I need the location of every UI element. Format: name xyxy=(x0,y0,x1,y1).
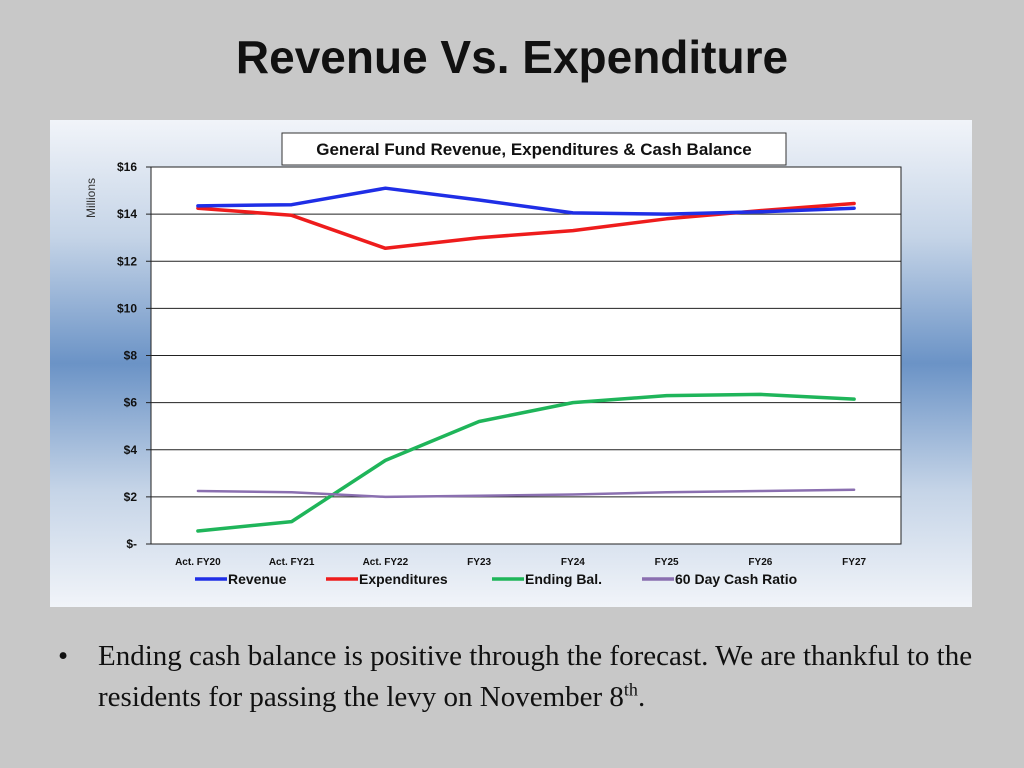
chart-title: General Fund Revenue, Expenditures & Cas… xyxy=(316,140,752,159)
y-tick-labels: $- $2 $4 $6 $8 $10 $12 $14 $16 xyxy=(117,160,137,551)
gridlines xyxy=(146,166,901,545)
legend-item: 60 Day Cash Ratio xyxy=(642,571,797,587)
slide-title: Revenue Vs. Expenditure xyxy=(235,31,789,83)
x-tick-label: Act. FY22 xyxy=(363,557,409,568)
y-tick-label: $4 xyxy=(124,443,138,457)
legend-item: Ending Bal. xyxy=(492,571,602,587)
legend-item: Expenditures xyxy=(326,571,448,587)
y-tick-label: $8 xyxy=(124,349,138,363)
y-tick-label: $12 xyxy=(117,254,137,268)
bullet-point: • Ending cash balance is positive throug… xyxy=(58,636,978,718)
x-tick-label: FY23 xyxy=(467,557,491,568)
bullet-marker: • xyxy=(58,640,69,672)
y-tick-label: $2 xyxy=(124,490,138,504)
x-tick-label: Act. FY21 xyxy=(269,557,315,568)
bullet-main-text: Ending cash balance is positive through … xyxy=(98,640,973,713)
chart-title-box: General Fund Revenue, Expenditures & Cas… xyxy=(281,132,787,166)
y-tick-label: $6 xyxy=(124,396,138,410)
y-tick-label: $14 xyxy=(117,207,137,221)
legend-label: Expenditures xyxy=(359,571,448,587)
bullet-text: Ending cash balance is positive through … xyxy=(98,636,978,718)
x-tick-label: FY27 xyxy=(842,557,866,568)
legend-label: Ending Bal. xyxy=(525,571,602,587)
line-chart: $-$2$4$6$8$10$12$14$16 Act. FY20 Act. FY2… xyxy=(84,132,902,587)
x-tick-label: FY24 xyxy=(561,557,585,568)
series-line-revenue xyxy=(196,186,856,216)
legend-label: Revenue xyxy=(228,571,287,587)
x-tick-label: Act. FY20 xyxy=(175,557,221,568)
legend: Revenue Expenditures Ending Bal. 60 Day Cas… xyxy=(195,571,797,587)
bullet-end: . xyxy=(637,681,646,713)
y-tick-label: $10 xyxy=(117,301,137,315)
legend-label: 60 Day Cash Ratio xyxy=(675,571,797,587)
y-tick-label: $16 xyxy=(117,160,137,174)
legend-item: Revenue xyxy=(195,571,287,587)
bullet-superscript: th xyxy=(623,679,638,700)
y-axis-label: Millions xyxy=(84,178,98,218)
x-tick-label: FY25 xyxy=(655,557,679,568)
x-tick-labels: Act. FY20 Act. FY21 Act. FY22 FY23 FY24 FY25 F… xyxy=(175,557,866,568)
y-tick-label: $- xyxy=(126,537,137,551)
series-line-ending-bal- xyxy=(196,392,856,533)
x-tick-label: FY26 xyxy=(748,557,772,568)
chart-panel: $- $2 $4 $6 $8 $10 $12 $14 $16 Act. FY20 Act. FY2… xyxy=(50,120,972,607)
series-line-60-day-cash-ratio xyxy=(196,488,856,499)
series-lines xyxy=(196,186,856,533)
plot-area xyxy=(150,166,902,545)
